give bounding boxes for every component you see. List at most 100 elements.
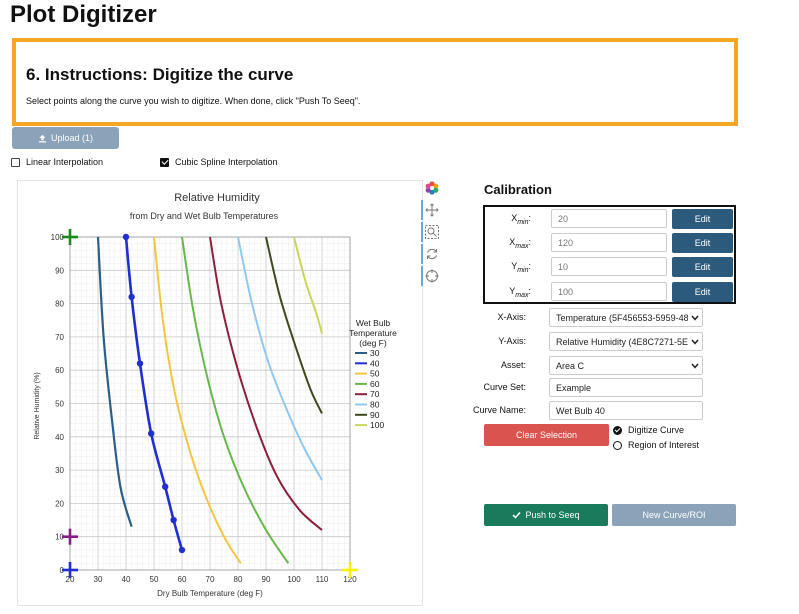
plot-canvas[interactable]: 20 30 40 50 60 70 80 90 100 110 120 0 10 20 30 40 50 60 70… <box>17 180 423 606</box>
crosshair-icon <box>425 269 439 283</box>
asset-select[interactable]: Area C <box>549 356 703 375</box>
move-icon <box>425 203 439 217</box>
digitized-point[interactable] <box>136 360 144 367</box>
legend-title: (deg F) <box>359 338 387 348</box>
digitized-point[interactable] <box>178 546 186 554</box>
xmin-input[interactable] <box>551 209 667 228</box>
chart-subtitle: from Dry and Wet Bulb Temperatures <box>130 211 279 221</box>
digitized-point[interactable] <box>148 430 155 437</box>
x-axis-select-value: Temperature (5F456553-5959-4819 <box>556 312 688 323</box>
instructions-heading: 6. Instructions: Digitize the curve <box>26 65 294 84</box>
check-icon <box>512 511 522 519</box>
calibration-row-ymax: Ymax: Edit <box>485 282 734 303</box>
x-tick-label: 110 <box>316 575 329 584</box>
clear-selection-button[interactable]: Clear Selection <box>484 424 609 446</box>
x-tick-label: 90 <box>262 575 271 584</box>
linear-interpolation-checkbox[interactable] <box>11 157 20 167</box>
instructions-panel: 6. Instructions: Digitize the curve Sele… <box>12 38 738 126</box>
y-tick-label: 90 <box>55 266 64 275</box>
chevron-down-icon <box>688 363 702 369</box>
digitized-point[interactable] <box>162 483 169 490</box>
ymax-marker[interactable] <box>62 229 78 245</box>
y-tick-label: 40 <box>55 433 64 442</box>
ymin-edit-button[interactable]: Edit <box>672 257 733 277</box>
x-axis-select[interactable]: Temperature (5F456553-5959-4819 <box>549 308 703 327</box>
digitized-point[interactable] <box>128 293 135 301</box>
zoom-tool[interactable] <box>421 222 440 242</box>
curve-name-label-text: Curve Name: <box>472 405 526 415</box>
refresh-tool[interactable] <box>421 244 440 264</box>
chart-title: Relative Humidity <box>174 192 260 204</box>
y-tick-label: 10 <box>55 533 64 542</box>
new-curve-roi-button[interactable]: New Curve/ROI <box>612 504 736 526</box>
xmin-edit-button[interactable]: Edit <box>672 209 733 229</box>
ymin-marker[interactable] <box>62 528 78 545</box>
y-axis-select[interactable]: Relative Humidity (4E8C7271-5E1 <box>549 332 703 351</box>
series-line-70 <box>209 236 323 531</box>
legend-label-50: 50 <box>370 369 380 379</box>
curve-set-field: Curve Set: Example <box>483 378 736 398</box>
y-axis-select-value: Relative Humidity (4E8C7271-5E1 <box>556 336 688 347</box>
digitized-point[interactable] <box>122 233 130 241</box>
push-to-seeq-label: Push to Seeq <box>525 510 580 520</box>
x-tick-label: 30 <box>94 575 103 584</box>
series-line-90 <box>265 236 323 414</box>
y-axis-field: Y-Axis: Relative Humidity (4E8C7271-5E1 <box>484 332 736 352</box>
curve-name-field: Curve Name: Wet Bulb 40 <box>473 401 736 421</box>
chevron-down-icon <box>688 315 702 321</box>
region-of-interest-radio[interactable] <box>613 440 622 450</box>
calibration-row-xmin: Xmin: Edit <box>485 209 734 230</box>
color-wheel-icon <box>425 181 439 195</box>
x-tick-label: 80 <box>234 575 243 584</box>
region-of-interest-label: Region of Interest <box>628 440 700 450</box>
linear-interpolation-label: Linear Interpolation <box>26 157 104 167</box>
y-axis-label-text: Y-Axis: <box>498 336 526 346</box>
relative-humidity-chart[interactable]: 20 30 40 50 60 70 80 90 100 110 120010203040506070… <box>18 181 422 605</box>
ymax-edit-button[interactable]: Edit <box>672 282 733 302</box>
legend-label-70: 70 <box>370 389 380 399</box>
ymin-input[interactable] <box>551 257 667 276</box>
y-tick-label: 70 <box>55 333 64 342</box>
curve-name-input[interactable]: Wet Bulb 40 <box>549 401 703 420</box>
y-tick-label: 30 <box>55 466 64 475</box>
move-tool[interactable] <box>421 200 440 220</box>
xmax-input[interactable] <box>551 233 667 252</box>
asset-label-text: Asset: <box>500 360 526 370</box>
upload-button[interactable]: Upload (1) <box>12 127 119 149</box>
asset-field: Asset: Area C <box>484 356 736 376</box>
legend-label-30: 30 <box>370 348 380 358</box>
linear-interpolation-option[interactable]: Linear Interpolation <box>11 157 103 167</box>
cubic-interpolation-label: Cubic Spline Interpolation <box>175 157 278 167</box>
curve-set-input[interactable]: Example <box>549 378 703 397</box>
instructions-text: Select points along the curve you wish t… <box>26 96 361 106</box>
chevron-down-icon <box>688 339 702 345</box>
legend-label-100: 100 <box>370 420 384 430</box>
push-to-seeq-button[interactable]: Push to Seeq <box>484 504 608 526</box>
color-wheel-tool[interactable] <box>424 180 440 196</box>
digitized-point[interactable] <box>170 516 177 524</box>
ymax-input[interactable] <box>551 282 667 301</box>
series-line-50 <box>153 236 242 564</box>
calibration-row-ymin: Ymin: Edit <box>485 257 734 278</box>
x-axis-label-text: X-Axis: <box>497 312 526 322</box>
digitize-curve-radio[interactable] <box>613 425 622 435</box>
upload-label: Upload (1) <box>50 133 94 143</box>
xmax-edit-button[interactable]: Edit <box>672 233 733 253</box>
cubic-interpolation-checkbox[interactable] <box>160 157 169 167</box>
xmax-label: Xmax: <box>509 237 531 250</box>
xmax-marker[interactable] <box>342 562 358 578</box>
cubic-interpolation-option[interactable]: Cubic Spline Interpolation <box>160 157 278 167</box>
legend-label-80: 80 <box>370 400 380 410</box>
series-line-80 <box>237 236 323 481</box>
legend-label-90: 90 <box>370 410 380 420</box>
crosshair-tool[interactable] <box>421 266 440 286</box>
x-tick-label: 40 <box>122 575 131 584</box>
digitize-curve-option[interactable]: Digitize Curve <box>613 425 684 435</box>
zoom-icon <box>425 225 439 239</box>
ymin-label: Ymin: <box>511 261 531 274</box>
digitize-curve-label: Digitize Curve <box>628 425 685 435</box>
legend-label-40: 40 <box>370 358 380 368</box>
legend-title: Temperature <box>349 328 397 338</box>
xmin-marker[interactable] <box>62 562 78 578</box>
region-of-interest-option[interactable]: Region of Interest <box>613 440 699 450</box>
